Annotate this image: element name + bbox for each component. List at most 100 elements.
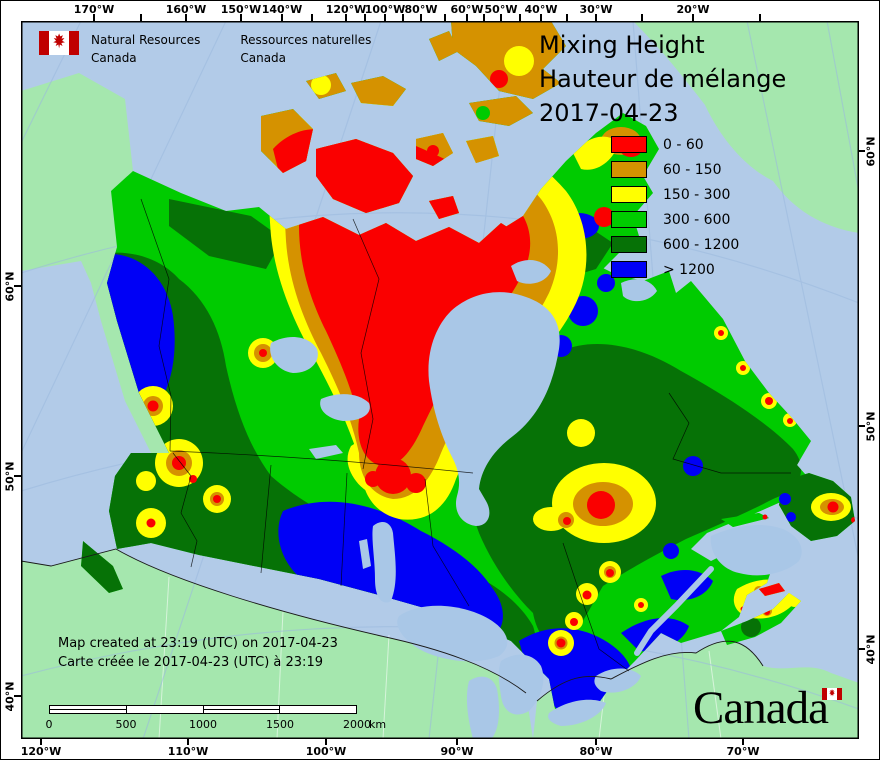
axis-tick [311,14,313,21]
province-borders [140,198,791,672]
legend-label: 300 - 600 [663,211,731,228]
axis-tick [566,14,568,21]
scale-bar-label: 1000 [189,718,217,731]
axis-label: 40°N [864,634,878,665]
creation-note-fr: Carte créée le 2017-04-23 (UTC) à 23:19 [58,655,323,670]
legend-item: 300 - 600 [611,211,739,228]
axis-tick [483,14,485,21]
axis-label: 90°W [440,745,474,758]
axis-label: 150°W [220,3,262,16]
wordmark-flag-icon [821,688,843,700]
legend-swatch [611,186,647,203]
legend-swatch [611,136,647,153]
greenland-land [633,21,859,233]
axis-tick [742,739,744,745]
axis-tick [14,475,21,477]
gulf-st-lawrence [710,525,802,576]
axis-tick [466,14,468,21]
canada-wordmark: Canada [693,682,829,734]
axis-tick [420,14,422,21]
axis-label: 170°W [73,3,115,16]
axis-tick [540,14,542,21]
lake-winnipeg [372,521,396,603]
lake-huron [498,654,544,715]
scale-bar-segment [50,706,126,713]
axis-tick [859,648,865,650]
axis-tick [456,739,458,745]
map-title-fr: Hauteur de mélange [539,65,787,93]
great-slave-lake [320,394,370,421]
axis-tick [14,285,21,287]
agency-name-en: Natural Resources Canada [91,31,200,67]
gulf-islands [721,513,785,596]
agency-name-fr-line1: Ressources naturelles [240,33,372,47]
agency-name-en-line1: Natural Resources [91,33,201,47]
legend-swatch [611,261,647,278]
scale-bar-segment [125,706,203,713]
agency-name-fr-line2: Canada [240,51,287,65]
axis-tick [444,14,446,21]
usa-land [21,549,533,739]
usa-land-east [533,641,859,739]
axis-label: 100°W [305,745,347,758]
axis-tick [14,695,21,697]
axis-label: 140°W [261,3,303,16]
axis-label: 20°W [676,3,710,16]
lake-michigan [466,676,499,739]
legend-label: 150 - 300 [663,186,731,203]
axis-label: 80°W [579,745,613,758]
axis-label: 110°W [167,745,209,758]
axis-label: 50°W [484,3,518,16]
axis-tick [759,14,761,21]
axis-tick [500,14,502,21]
axis-tick [384,14,386,21]
legend-swatch [611,161,647,178]
scale-bar-label: 0 [45,718,53,731]
map-title-en: Mixing Height [539,31,705,59]
axis-tick [595,14,597,21]
creation-note: Map created at 23:19 (UTC) on 2017-04-23… [58,634,338,672]
legend-label: 60 - 150 [663,161,722,178]
axis-tick [185,14,187,21]
axis-tick [402,14,404,21]
axis-tick [345,14,347,21]
axis-tick [859,150,865,152]
axis-tick [325,739,327,745]
axis-tick [519,14,521,21]
axis-label: 30°W [579,3,613,16]
axis-tick [140,14,142,21]
st-lawrence-river [634,566,714,656]
agency-name-fr: Ressources naturelles Canada [240,31,371,67]
legend-item: 150 - 300 [611,186,739,203]
axis-tick [281,14,283,21]
axis-tick [692,14,694,21]
canada-flag-icon [39,31,79,55]
scale-bar-segment [279,706,356,713]
map-title-date: 2017-04-23 [539,99,679,127]
axis-label: 120°W [325,3,367,16]
legend-item: 600 - 1200 [611,236,739,253]
axis-tick [93,14,95,21]
axis-tick [595,739,597,745]
scale-bar-segment [202,706,280,713]
map-frame [21,21,859,739]
creation-note-en: Map created at 23:19 (UTC) on 2017-04-23 [58,636,338,651]
scale-bar-label: 500 [115,718,137,731]
axis-label: 160°W [165,3,207,16]
scale-bar-unit: km [369,718,387,731]
axis-tick [364,14,366,21]
axis-label: 70°W [726,745,760,758]
map-canvas [21,21,859,739]
axis-label: 60°W [450,3,484,16]
hudson-bay [428,292,560,526]
legend-item: 0 - 60 [611,136,739,153]
lake-ontario [594,668,641,693]
legend-swatch [611,236,647,253]
legend-label: > 1200 [663,261,715,278]
scale-bar [49,705,357,714]
axis-tick [641,14,643,21]
axis-label: 120°W [20,745,62,758]
agency-name-en-line2: Canada [91,51,137,65]
axis-tick [240,14,242,21]
